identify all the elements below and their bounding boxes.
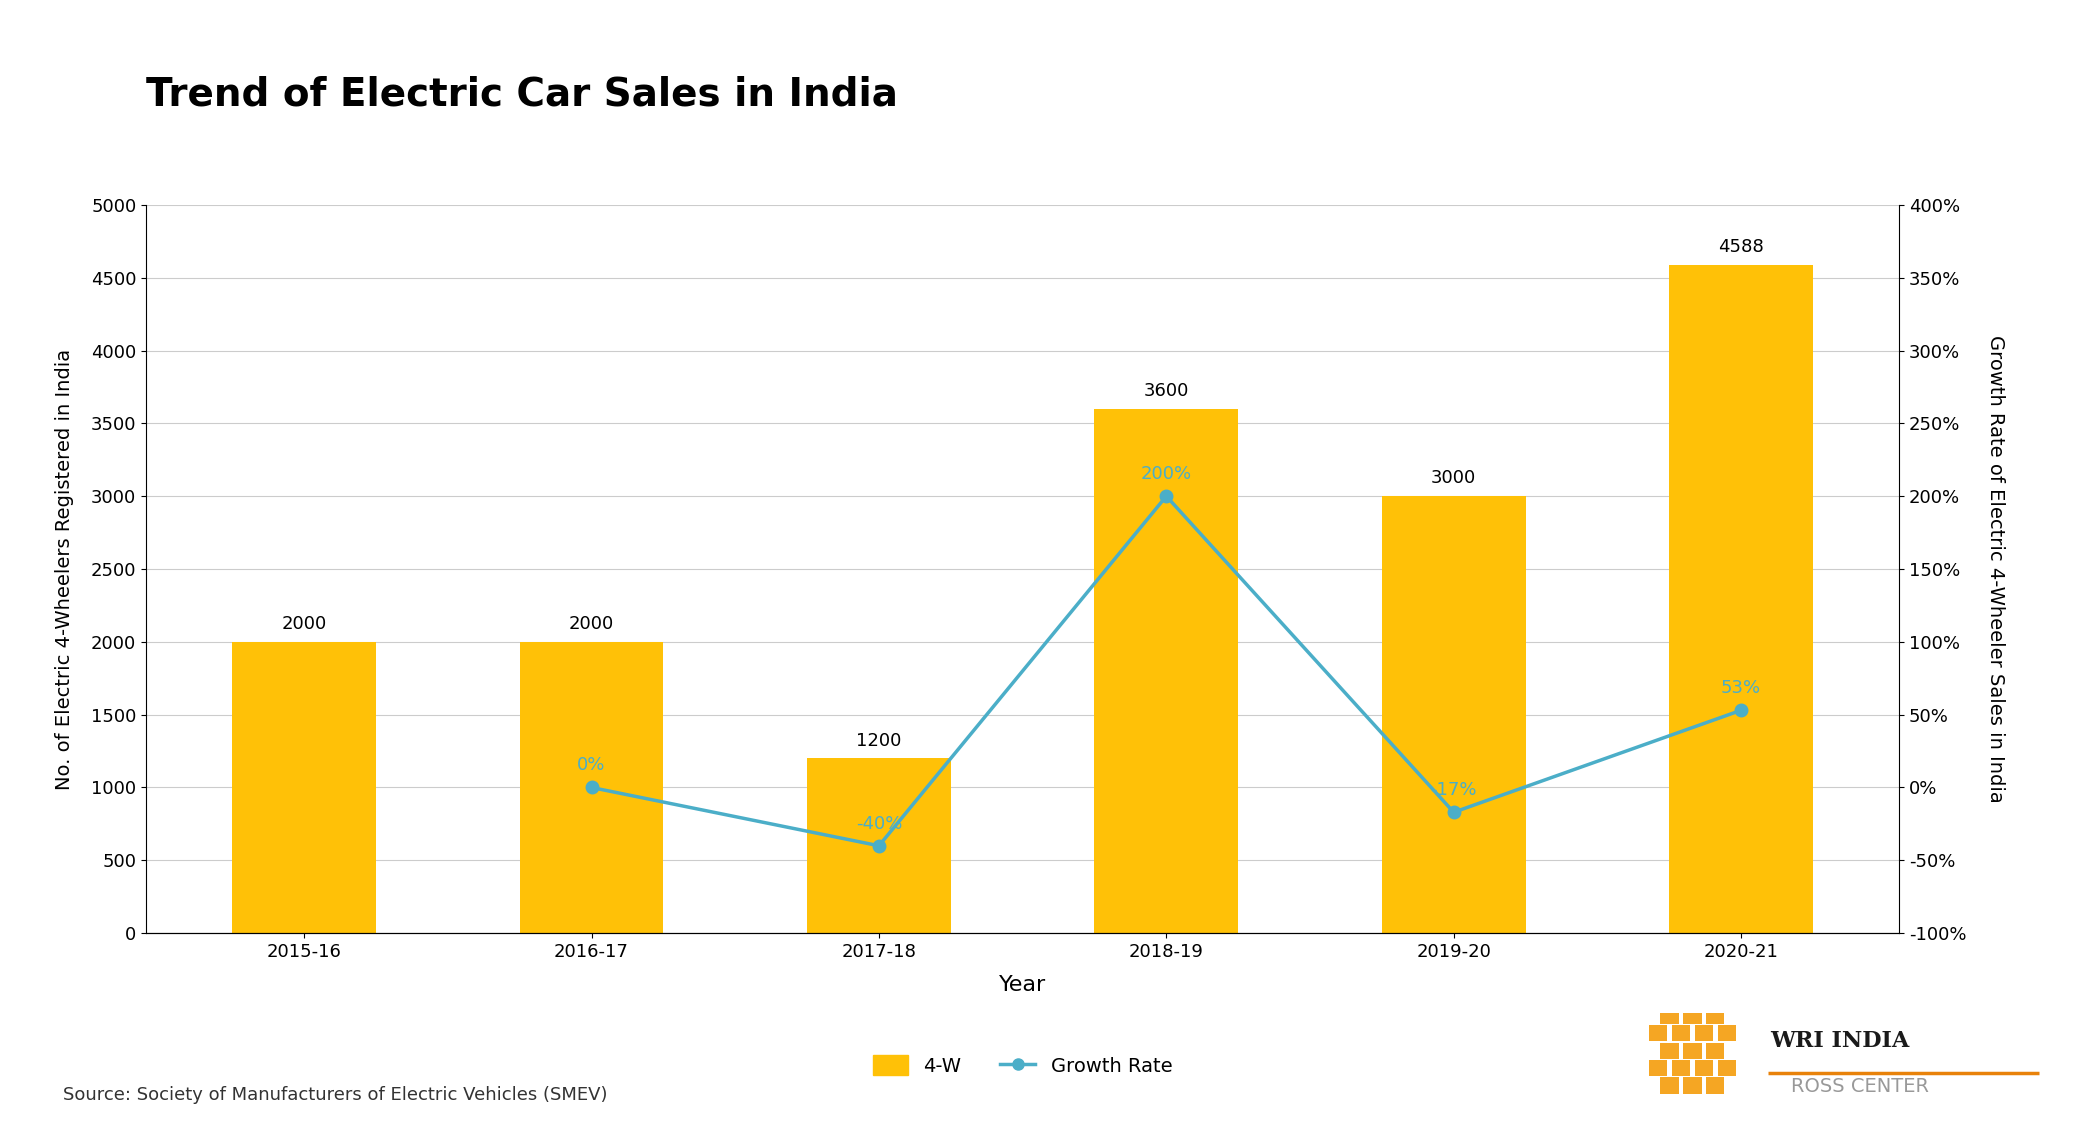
Bar	[1707, 1008, 1724, 1024]
Text: WRI INDIA: WRI INDIA	[1770, 1030, 1910, 1052]
Text: 4588: 4588	[1718, 238, 1764, 256]
Bar	[1649, 1059, 1668, 1077]
Bar	[1649, 1025, 1668, 1041]
Bar	[1672, 1025, 1690, 1041]
Bar	[1695, 1025, 1713, 1041]
Text: 2000: 2000	[570, 616, 614, 633]
Bar	[1707, 1042, 1724, 1058]
Bar	[1661, 1042, 1678, 1058]
Text: 0%: 0%	[578, 757, 605, 774]
Text: Trend of Electric Car Sales in India: Trend of Electric Car Sales in India	[146, 76, 897, 114]
Bar	[520, 642, 664, 933]
X-axis label: Year: Year	[1000, 975, 1046, 995]
Text: 1200: 1200	[856, 732, 902, 750]
Text: Source: Society of Manufacturers of Electric Vehicles (SMEV): Source: Society of Manufacturers of Elec…	[63, 1086, 607, 1104]
Bar	[1684, 1042, 1701, 1058]
Legend: 4-W, Growth Rate: 4-W, Growth Rate	[864, 1048, 1181, 1083]
Text: 200%: 200%	[1142, 465, 1192, 483]
Bar	[1718, 1059, 1736, 1077]
Text: 3600: 3600	[1144, 382, 1190, 401]
Bar	[1382, 496, 1526, 933]
Text: 53%: 53%	[1722, 679, 1761, 698]
Bar	[1661, 1008, 1678, 1024]
Text: 2000: 2000	[282, 616, 328, 633]
Text: -40%: -40%	[856, 815, 902, 833]
Text: 3000: 3000	[1432, 470, 1476, 487]
Bar	[232, 642, 376, 933]
Y-axis label: Growth Rate of Electric 4-Wheeler Sales in India: Growth Rate of Electric 4-Wheeler Sales …	[1987, 335, 2006, 803]
Bar	[1684, 1078, 1701, 1094]
Bar	[1670, 265, 1814, 933]
Text: ROSS CENTER: ROSS CENTER	[1791, 1077, 1928, 1096]
Bar	[1695, 1059, 1713, 1077]
Bar	[1684, 1008, 1701, 1024]
Bar	[1661, 1078, 1678, 1094]
Bar	[1094, 409, 1238, 933]
Text: -17%: -17%	[1430, 781, 1478, 799]
Bar	[808, 758, 952, 933]
Bar	[1718, 1025, 1736, 1041]
Y-axis label: No. of Electric 4-Wheelers Registered in India: No. of Electric 4-Wheelers Registered in…	[54, 348, 75, 790]
Bar	[1707, 1078, 1724, 1094]
Bar	[1672, 1059, 1690, 1077]
